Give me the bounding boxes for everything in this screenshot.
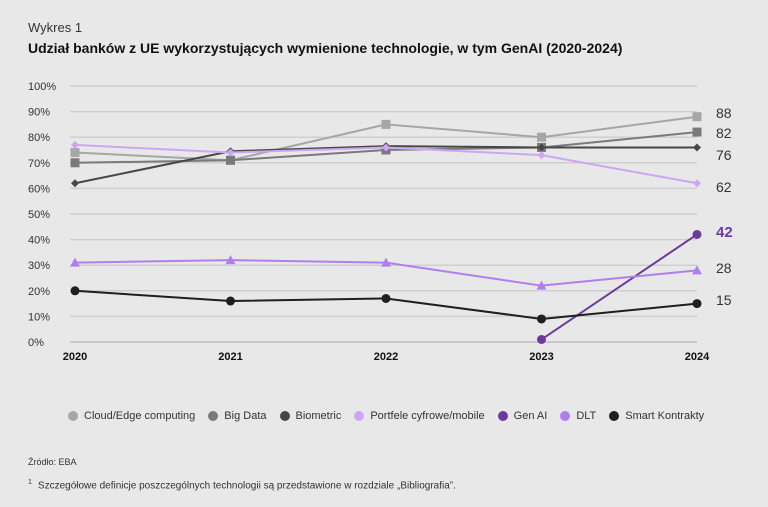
legend-swatch — [609, 411, 620, 421]
end-label: 82 — [716, 125, 732, 141]
y-tick-label: 60% — [28, 183, 50, 195]
data-point — [692, 127, 702, 137]
data-point — [536, 280, 547, 290]
legend-label: Smart Kontrakty — [625, 410, 705, 422]
x-tick-label: 2020 — [63, 351, 87, 363]
footnote-text: Szczegółowe definicje poszczególnych tec… — [37, 480, 456, 492]
data-point — [692, 299, 702, 309]
legend-swatch — [560, 411, 571, 421]
legend-swatch — [279, 411, 290, 421]
data-point — [226, 296, 235, 306]
line-chart: 0% 10% 20% 30% 40% 50% 60% 70% 80% 90% 100% 2020 202… — [28, 81, 733, 363]
end-label: 28 — [716, 260, 732, 276]
data-point — [381, 257, 391, 267]
y-tick-label: 70% — [28, 158, 50, 170]
data-point — [71, 140, 79, 149]
figure-label: Wykres 1 — [28, 20, 83, 35]
data-point — [71, 179, 79, 188]
legend-label: Portfele cyfrowe/mobile — [370, 410, 485, 422]
series-line — [540, 233, 698, 341]
data-point — [692, 229, 702, 239]
x-tick-label: 2023 — [529, 351, 553, 363]
data-point — [382, 143, 390, 152]
footnote-mark: 1 — [28, 479, 32, 486]
end-label: 62 — [716, 179, 732, 195]
data-point — [70, 158, 80, 168]
data-point — [226, 155, 235, 165]
legend-label: DLT — [576, 410, 597, 422]
end-label: 42 — [716, 224, 733, 241]
legend-swatch — [497, 411, 508, 421]
source: Źródło: EBA — [28, 457, 77, 467]
y-tick-label: 30% — [28, 260, 50, 272]
data-point — [537, 132, 546, 142]
chart-title: Udział banków z UE wykorzystujących wymi… — [28, 40, 623, 56]
y-tick-label: 90% — [28, 107, 50, 119]
legend-item: Big Data — [208, 410, 267, 422]
end-label: 15 — [716, 292, 732, 308]
legend-item: Gen AI — [497, 410, 548, 422]
y-tick-label: 10% — [28, 311, 50, 323]
x-tick-label: 2022 — [374, 351, 398, 363]
legend-label: Biometric — [295, 410, 342, 422]
data-point — [692, 112, 702, 122]
legend-item: Cloud/Edge computing — [68, 410, 195, 422]
data-point — [381, 119, 391, 129]
data-point — [692, 265, 702, 275]
legend-item: Biometric — [279, 410, 342, 422]
y-tick-label: 80% — [28, 132, 50, 144]
y-tick-label: 50% — [28, 209, 50, 221]
legend-swatch — [354, 411, 365, 421]
data-point — [537, 151, 546, 160]
data-point — [226, 148, 235, 157]
y-tick-label: 100% — [28, 81, 56, 93]
data-point — [693, 143, 701, 152]
legend-item: Portfele cyfrowe/mobile — [354, 410, 485, 422]
legend-swatch — [208, 411, 219, 421]
x-tick-label: 2024 — [685, 351, 710, 363]
legend-label: Big Data — [224, 410, 267, 422]
data-point — [70, 286, 80, 296]
legend-swatch — [68, 411, 78, 421]
y-tick-label: 0% — [28, 337, 44, 349]
data-point — [381, 293, 391, 303]
x-tick-label: 2021 — [218, 351, 242, 363]
legend-item: DLT — [560, 410, 596, 422]
data-point — [693, 179, 701, 188]
footnote: 1 Szczegółowe definicje poszczególnych te… — [28, 479, 456, 491]
legend: Cloud/Edge computing Big Data Biometric Por… — [68, 410, 717, 422]
data-point — [70, 257, 80, 267]
legend-label: Cloud/Edge computing — [84, 410, 196, 422]
y-tick-label: 40% — [28, 235, 50, 247]
data-point — [537, 334, 546, 344]
legend-item: Smart Kontrakty — [609, 410, 704, 422]
end-label: 88 — [716, 105, 732, 121]
data-point — [70, 148, 80, 158]
end-label: 76 — [716, 147, 732, 163]
data-point — [225, 255, 236, 265]
legend-label: Gen AI — [513, 410, 548, 422]
data-point — [537, 314, 546, 324]
data-point — [537, 143, 546, 152]
y-tick-label: 20% — [28, 286, 50, 298]
